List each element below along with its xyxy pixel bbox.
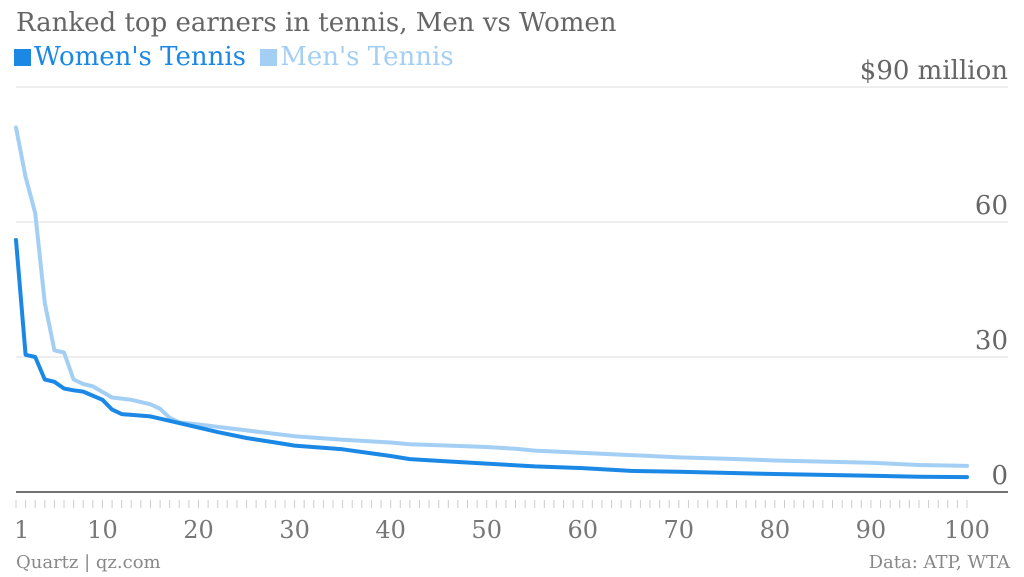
x-tick-label: 10 — [87, 516, 118, 544]
x-tick-label: 90 — [856, 516, 887, 544]
tick-labels: 0 30 60 $90 million 1 10 20 30 40 50 60 70 80 90 100 — [14, 56, 1008, 544]
x-tick-label: 30 — [279, 516, 310, 544]
x-axis — [15, 500, 968, 508]
legend-label-women: Women's Tennis — [34, 42, 247, 72]
data-credit: Data: ATP, WTA — [868, 552, 1010, 573]
chart-legend: Women's Tennis Men's Tennis — [14, 42, 460, 72]
y-tick-label: $90 million — [860, 56, 1008, 86]
legend-item-women: Women's Tennis — [14, 42, 246, 72]
source-credit: Quartz | qz.com — [16, 552, 161, 573]
series-line-men — [14, 125, 969, 468]
legend-label-men: Men's Tennis — [280, 42, 454, 72]
x-tick-label: 60 — [567, 516, 598, 544]
y-tick-label: 0 — [991, 461, 1008, 491]
legend-swatch-men — [260, 49, 278, 66]
legend-item-men: Men's Tennis — [260, 42, 454, 72]
y-tick-label: 60 — [975, 191, 1008, 221]
x-tick-label: 70 — [664, 516, 695, 544]
x-tick-label: 1 — [14, 516, 29, 544]
series-line-women — [14, 238, 969, 480]
x-tick-label: 20 — [183, 516, 214, 544]
x-tick-label: 80 — [760, 516, 791, 544]
grid-lines — [16, 86, 1008, 493]
legend-swatch-women — [14, 49, 31, 66]
series-lines — [14, 125, 969, 480]
x-tick-label: 40 — [375, 516, 406, 544]
x-tick-label: 50 — [471, 516, 502, 544]
chart-title: Ranked top earners in tennis, Men vs Wom… — [16, 8, 617, 38]
y-tick-label: 30 — [975, 326, 1008, 356]
x-tick-label: 100 — [944, 516, 990, 544]
